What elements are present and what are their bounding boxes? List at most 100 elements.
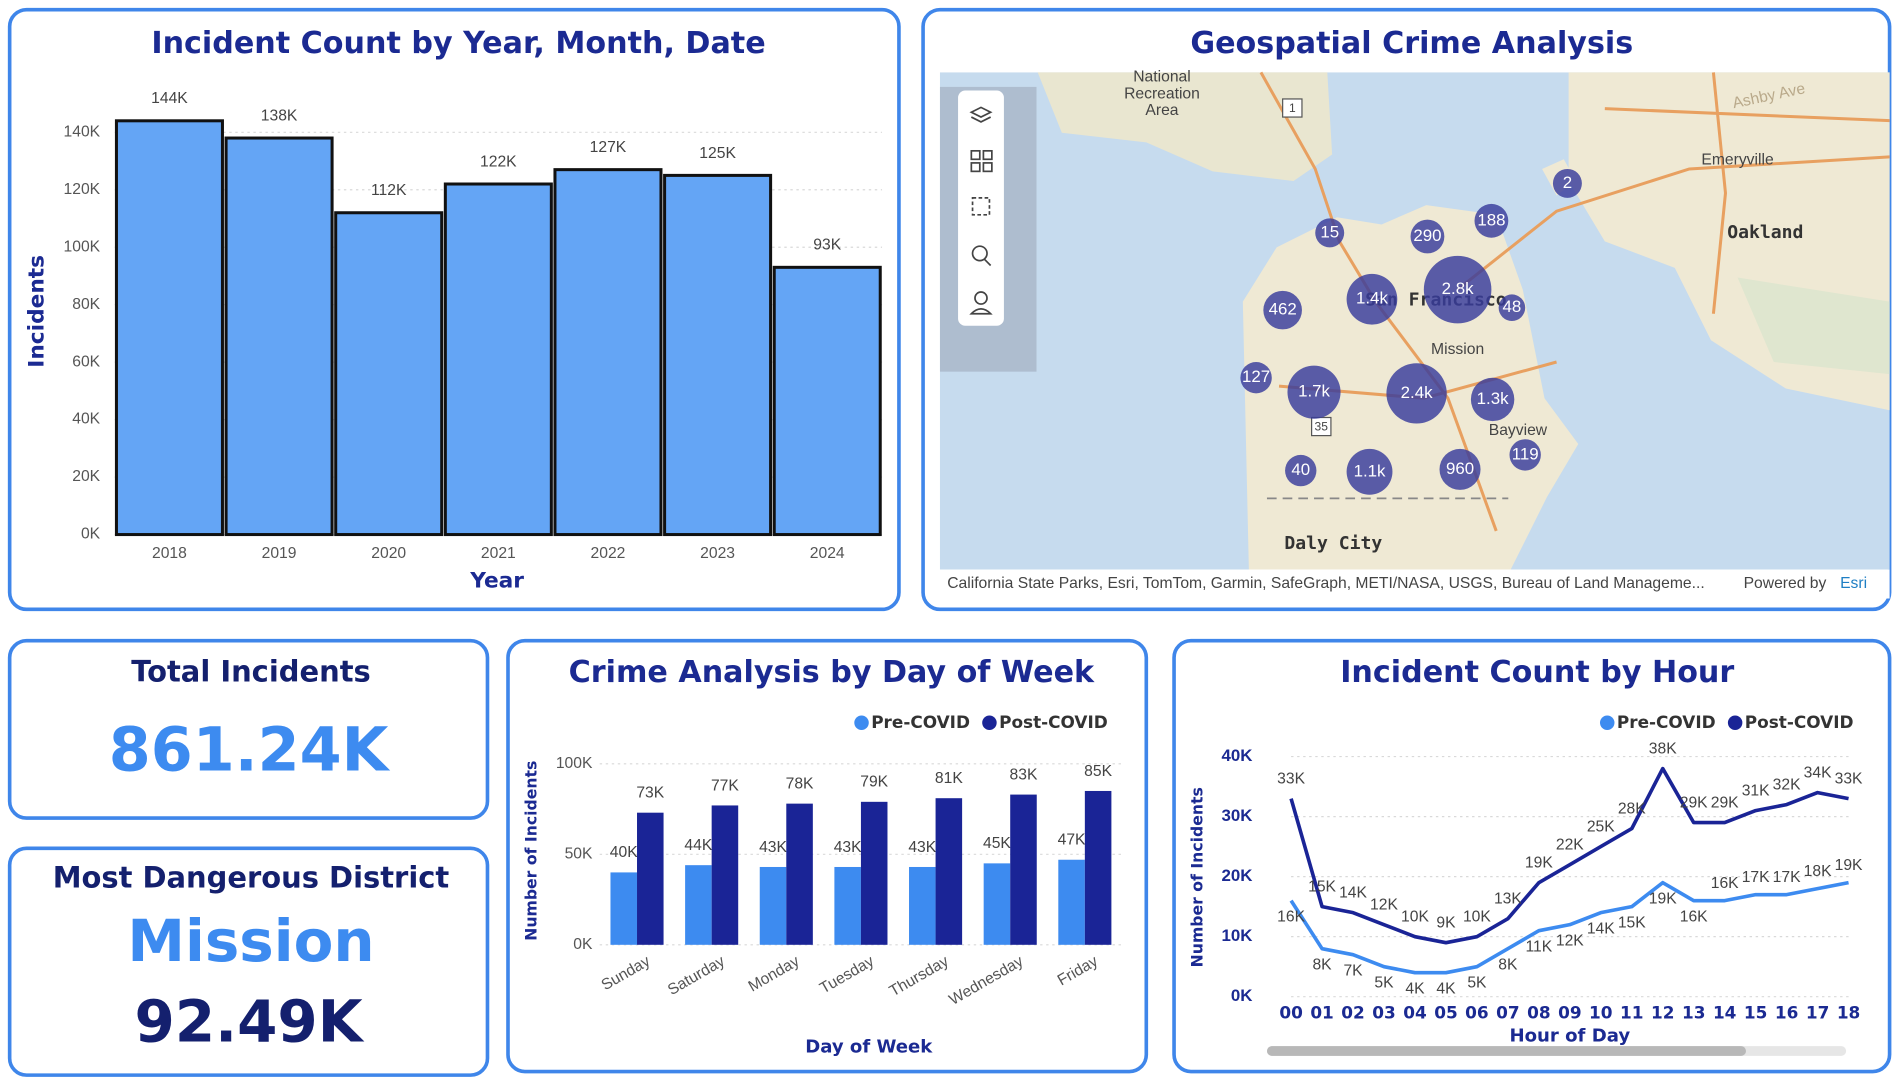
- value-label: 77K: [711, 777, 739, 794]
- bar: [834, 866, 861, 945]
- user-icon[interactable]: [969, 308, 993, 315]
- bar: [610, 872, 638, 945]
- qr-icon[interactable]: [970, 149, 981, 161]
- cluster-label: 2: [1563, 173, 1572, 192]
- value-label: 16K: [1711, 875, 1739, 892]
- select-icon[interactable]: [971, 197, 991, 216]
- y-tick-label: 50K: [565, 845, 593, 862]
- value-label: 81K: [935, 770, 963, 787]
- value-label: 25K: [1587, 818, 1615, 835]
- bar: [1084, 790, 1112, 945]
- legend-label: Pre-COVID: [1617, 712, 1716, 732]
- qr-icon[interactable]: [982, 149, 993, 161]
- map-cluster[interactable]: [1552, 168, 1582, 198]
- x-tick-label: 06: [1465, 1003, 1488, 1023]
- scrollbar-thumb[interactable]: [1266, 1046, 1746, 1056]
- bar: [759, 866, 787, 945]
- map-cluster[interactable]: [1346, 273, 1398, 325]
- value-label: 43K: [834, 839, 862, 856]
- value-label: 18K: [1804, 863, 1832, 880]
- layers-icon[interactable]: [969, 106, 993, 123]
- panel: [7, 638, 490, 820]
- value-label: 79K: [860, 774, 888, 791]
- cluster-label: 188: [1477, 210, 1505, 229]
- value-label: 9K: [1436, 915, 1456, 932]
- map-cluster[interactable]: [1240, 362, 1272, 394]
- bar: [786, 803, 813, 945]
- legend-label: Post-COVID: [1745, 712, 1854, 732]
- user-icon[interactable]: [974, 291, 988, 305]
- qr-icon[interactable]: [982, 162, 993, 173]
- bar: [983, 863, 1011, 945]
- toolbar: [958, 90, 1004, 326]
- value-label: 44K: [684, 837, 712, 854]
- x-axis-label: Day of Week: [805, 1036, 933, 1057]
- map-cluster[interactable]: [1287, 365, 1341, 419]
- map-cluster[interactable]: [1423, 255, 1492, 324]
- cluster-label: 127: [1242, 367, 1270, 386]
- y-tick-label: 0K: [1231, 986, 1253, 1005]
- land: [1037, 72, 1333, 182]
- qr-icon[interactable]: [970, 162, 981, 173]
- kpi-title: Total Incidents: [131, 654, 371, 688]
- x-tick-label: 14: [1713, 1003, 1736, 1023]
- map-cluster[interactable]: [1509, 439, 1541, 471]
- kpi-value: Mission: [127, 907, 374, 975]
- place-label: Daly City: [1284, 533, 1382, 554]
- value-label: 40K: [610, 844, 638, 861]
- line: [1289, 880, 1849, 975]
- cluster-label: 40: [1291, 460, 1310, 479]
- map-cluster[interactable]: [1263, 290, 1302, 330]
- x-tick-label: 11: [1620, 1003, 1643, 1023]
- x-tick-label: 2022: [591, 545, 626, 562]
- map-cluster[interactable]: [1470, 377, 1515, 422]
- bar: [1010, 794, 1037, 945]
- x-tick-label: 09: [1558, 1003, 1581, 1023]
- map-cluster[interactable]: [1315, 218, 1345, 248]
- value-label: 22K: [1556, 836, 1584, 853]
- value-label: 7K: [1343, 963, 1363, 980]
- x-tick-label: 03: [1372, 1003, 1395, 1023]
- map-cluster[interactable]: [1439, 448, 1481, 490]
- y-tick-label: 120K: [64, 181, 101, 198]
- search-icon[interactable]: [984, 258, 992, 267]
- search-icon[interactable]: [971, 245, 988, 262]
- y-tick-label: 20K: [72, 468, 100, 485]
- map-cluster[interactable]: [1474, 203, 1509, 238]
- map-cluster[interactable]: [1410, 219, 1445, 254]
- value-label: 122K: [480, 153, 517, 170]
- x-tick-label: 13: [1682, 1003, 1705, 1023]
- map-cluster[interactable]: [1386, 363, 1447, 424]
- value-label: 93K: [813, 237, 841, 254]
- value-label: 47K: [1058, 832, 1086, 849]
- x-tick-label: 2024: [810, 545, 845, 562]
- value-label: 83K: [1010, 766, 1038, 783]
- bar: [334, 211, 444, 537]
- road-shield-label: 35: [1315, 419, 1329, 433]
- map-cluster[interactable]: [1285, 454, 1317, 487]
- value-label: 13K: [1494, 890, 1522, 907]
- y-tick-label: 100K: [64, 238, 101, 255]
- bar: [685, 865, 712, 945]
- legend-marker: [1599, 715, 1615, 731]
- x-tick-label: 15: [1744, 1003, 1767, 1023]
- place-label: Bayview: [1489, 422, 1548, 439]
- map[interactable]: [939, 71, 1890, 570]
- cluster-label: 2.8k: [1442, 279, 1474, 298]
- value-label: 43K: [908, 839, 936, 856]
- bar: [860, 801, 888, 945]
- x-tick-label: 12: [1651, 1003, 1674, 1023]
- map-cluster[interactable]: [1346, 448, 1393, 495]
- value-label: 19K: [1649, 891, 1677, 908]
- toolbar-icons[interactable]: [969, 106, 993, 315]
- cluster-label: 1.3k: [1477, 389, 1509, 408]
- value-label: 10K: [1463, 908, 1491, 925]
- map-cluster[interactable]: [1498, 294, 1526, 321]
- chart-title: Incident Count by Hour: [1340, 655, 1734, 690]
- value-label: 43K: [759, 839, 787, 856]
- value-label: 12K: [1370, 896, 1398, 913]
- y-tick-label: 80K: [72, 296, 100, 313]
- chart-title: Geospatial Crime Analysis: [1190, 26, 1633, 61]
- provider-link[interactable]: Esri: [1840, 575, 1867, 592]
